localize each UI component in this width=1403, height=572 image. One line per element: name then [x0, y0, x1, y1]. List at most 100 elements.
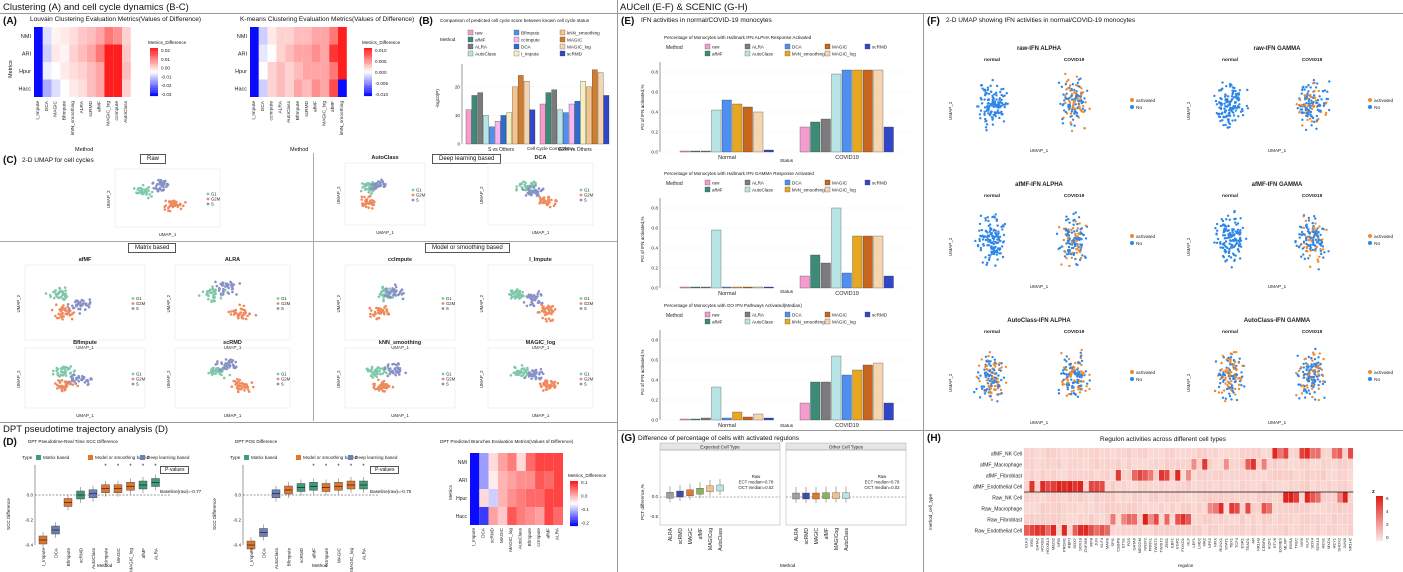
- kmeans-col-label: ALRA: [277, 100, 283, 113]
- panel-f-point: [1312, 78, 1316, 82]
- panel-f-point: [1078, 107, 1081, 110]
- panel-f-point: [1065, 92, 1068, 95]
- panel-d-heat-col-label: scRMD: [490, 527, 495, 543]
- panel-h-cell: [1148, 492, 1154, 503]
- panel-h-cell: [1061, 503, 1067, 514]
- panel-f-point: [1233, 210, 1236, 214]
- umap-legend-label: G1: [446, 296, 452, 301]
- umap-point: [522, 301, 526, 304]
- panel-f-legend-label: No: [1136, 377, 1142, 383]
- panel-h-cell: [1105, 492, 1111, 503]
- panel-h-cell: [1240, 525, 1246, 536]
- panel-h-cell: [1207, 481, 1213, 492]
- panel-f-point: [1229, 355, 1233, 359]
- panel-g-xlabel: Method: [780, 563, 796, 568]
- panel-f-point: [991, 100, 994, 103]
- umap-point: [72, 311, 76, 314]
- umap-point: [364, 184, 368, 188]
- panel-f-point: [995, 94, 998, 97]
- panel-h-cell: [1337, 503, 1343, 514]
- louvain-col-label: afMF: [97, 101, 103, 112]
- panel-h-cell: [1153, 525, 1159, 536]
- panel-f-point: [1236, 222, 1240, 225]
- panel-f-point: [1002, 87, 1005, 91]
- panel-f-point: [1083, 127, 1086, 130]
- panel-h-cell: [1132, 470, 1138, 481]
- umap-legend-dot: [579, 193, 583, 197]
- panel-f-point: [1227, 387, 1231, 390]
- umap-point: [231, 290, 234, 294]
- louvain-col-label: MAGIC: [53, 100, 59, 116]
- umap-point: [87, 382, 90, 386]
- panel-g-xtick: scRMD: [678, 528, 684, 545]
- panel-h-cell: [1272, 492, 1278, 503]
- panel-g-raw-note: OCT median=0.02: [864, 485, 900, 490]
- panel-f-xaxis-label: UMAP_1: [1268, 148, 1287, 153]
- panel-f-point: [1233, 360, 1237, 364]
- panel-h-cell: [1191, 503, 1197, 514]
- panel-e-bar: [732, 411, 743, 421]
- kmeans-legend-strip: [364, 76, 372, 79]
- kmeans-cell: [267, 44, 277, 62]
- umap-point: [534, 377, 538, 381]
- panel-h-cell: [1223, 470, 1229, 481]
- umap-point: [157, 178, 160, 182]
- panel-h-cell: [1267, 525, 1273, 536]
- panel-f-point: [1307, 355, 1310, 359]
- panel-b-bar: [483, 115, 489, 145]
- panel-f-xaxis-label: UMAP_1: [1268, 420, 1287, 425]
- panel-f-point: [1237, 115, 1240, 118]
- panel-d-star: *: [117, 464, 120, 470]
- kmeans-row-label: NMI: [237, 34, 248, 40]
- panel-f-point: [1080, 363, 1083, 367]
- umap-point: [210, 368, 213, 372]
- umap-point: [547, 198, 550, 202]
- panel-f-xaxis-label: UMAP_1: [1030, 420, 1049, 425]
- panel-h-cell: [1202, 514, 1208, 525]
- panel-f-legend-dot: [1130, 234, 1134, 238]
- panel-h-cell: [1040, 503, 1046, 514]
- panel-f-point: [984, 229, 988, 233]
- umap-point: [237, 387, 241, 391]
- umap-plot-frame: [114, 168, 221, 228]
- umap-point: [538, 310, 541, 314]
- umap-point: [381, 309, 384, 313]
- panel-d-legend-strip: [570, 482, 578, 485]
- panel-h-cell: [1250, 481, 1256, 492]
- kmeans-legend-strip: [364, 84, 372, 87]
- panel-f-xaxis-label: UMAP_1: [1030, 284, 1049, 289]
- panel-f-point: [1217, 391, 1221, 394]
- umap-point: [210, 299, 214, 302]
- louvain-row-label: NMI: [21, 34, 32, 40]
- kmeans-col-label: ccImpute: [269, 101, 275, 121]
- panel-g-raw-note: ECT median=0.78: [865, 480, 900, 485]
- panel-f-point: [1221, 234, 1225, 237]
- kmeans-legend-strip: [364, 70, 372, 73]
- umap-point: [368, 194, 372, 198]
- panel-f-point: [989, 90, 993, 93]
- panel-h-cell: [1088, 525, 1094, 536]
- panel-h-cell: [1229, 514, 1235, 525]
- panel-h-cell: [1261, 503, 1267, 514]
- panel-g-xtick: MAGICog: [834, 528, 840, 550]
- panel-d-heat-row-label: NMI: [458, 460, 467, 466]
- panel-h-cell: [1234, 459, 1240, 470]
- panel-h-cell: [1159, 525, 1165, 536]
- panel-f-point: [1317, 373, 1320, 376]
- panel-f-point: [1300, 230, 1304, 234]
- panel-e-bar: [799, 275, 810, 289]
- panel-h-cell: [1245, 525, 1251, 536]
- panel-h-cell: [1218, 514, 1224, 525]
- panel-h-cell: [1142, 503, 1148, 514]
- panel-h-cell: [1045, 503, 1051, 514]
- panel-f-point: [1228, 113, 1231, 117]
- panel-h-cell: [1240, 514, 1246, 525]
- panel-f-point: [1232, 363, 1236, 366]
- panel-d-heat-cell: [535, 489, 545, 507]
- umap-point: [63, 365, 67, 369]
- panel-f-point: [1238, 240, 1241, 244]
- panel-d-legend-strip: [570, 514, 578, 516]
- umap-point: [58, 379, 61, 383]
- umap-legend-label: G2M: [416, 193, 426, 198]
- umap-point: [224, 288, 227, 292]
